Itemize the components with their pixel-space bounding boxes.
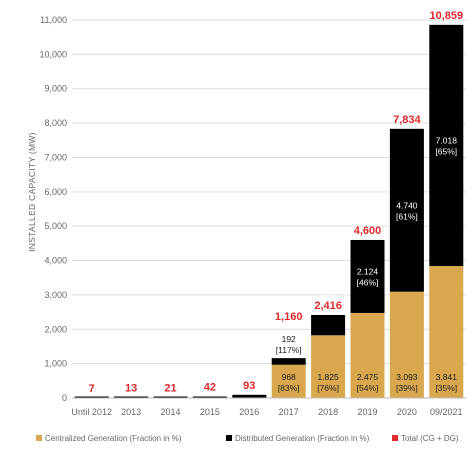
- y-axis-label: INSTALLED CAPACITY (MW): [27, 132, 37, 252]
- legend-swatch: [226, 435, 232, 441]
- total-label: 2,416: [314, 300, 342, 312]
- segment-value-label: 192: [282, 334, 296, 344]
- x-tick-label: 2013: [121, 407, 141, 417]
- x-tick-label: 2016: [239, 407, 259, 417]
- bars: [74, 24, 464, 398]
- centralized-bar: [271, 364, 306, 398]
- x-axis: Until 2012 2013 2014 2015 2016 2017 2018 2019 20…: [71, 397, 466, 417]
- distributed-bar: [350, 239, 385, 313]
- y-tick-label: 9,000: [44, 84, 67, 94]
- legend: Centralized Generation (Fraction in %) Di…: [36, 434, 459, 443]
- legend-label: Centralized Generation (Fraction in %): [45, 434, 182, 443]
- y-tick-label: 1,000: [44, 359, 67, 369]
- y-tick-label: 3,000: [44, 290, 67, 300]
- distributed-bar: [232, 394, 267, 398]
- distributed-bar: [311, 314, 346, 336]
- legend-label: Distributed Generation (Fraction in %): [235, 434, 370, 443]
- distributed-bar: [271, 358, 306, 365]
- total-label: 4,600: [354, 225, 382, 237]
- centralized-bar: [350, 312, 385, 398]
- x-tick-label: 2017: [279, 407, 299, 417]
- distributed-bar: [389, 128, 424, 292]
- x-tick-label: 2015: [200, 407, 220, 417]
- segment-value-label: 2.475: [357, 372, 379, 382]
- segment-percent-label: [46%]: [357, 277, 379, 287]
- x-tick-label: 09/2021: [430, 407, 463, 417]
- segment-value-label: 1.825: [317, 372, 339, 382]
- segment-value-label: 3.093: [396, 372, 418, 382]
- segment-percent-label: [83%]: [278, 383, 300, 393]
- y-tick-label: 2,000: [44, 324, 67, 334]
- distributed-bar: [74, 396, 109, 398]
- segment-percent-label: [117%]: [276, 345, 302, 355]
- distributed-bar: [114, 396, 149, 398]
- y-tick-label: 11,000: [40, 15, 67, 25]
- centralized-bar: [311, 335, 346, 398]
- segment-value-label: 2.124: [357, 266, 379, 276]
- distributed-bar: [192, 396, 227, 398]
- segment-percent-label: [54%]: [357, 383, 379, 393]
- segment-value-label: 591: [321, 291, 335, 301]
- total-label: 21: [164, 382, 176, 394]
- y-axis: 0 1,000 2,000 3,000 4,000 5,000 6,000 7,000 8,00…: [39, 15, 67, 403]
- y-tick-label: 7,000: [44, 152, 67, 162]
- segment-labels: 968[83%] 192[117%] 1.825[76%] 591[24%] 2.475…: [276, 135, 457, 393]
- segment-value-label: 4.740: [396, 200, 418, 210]
- segment-percent-label: [61%]: [396, 211, 418, 221]
- total-label: 93: [243, 380, 255, 392]
- y-tick-label: 10,000: [39, 49, 67, 59]
- y-tick-label: 6,000: [44, 187, 67, 197]
- y-tick-label: 8,000: [44, 118, 67, 128]
- segment-percent-label: [76%]: [317, 383, 339, 393]
- segment-percent-label: [65%]: [435, 146, 457, 156]
- x-tick-label: 2019: [357, 407, 377, 417]
- total-label: 1,160: [275, 311, 303, 323]
- y-tick-label: 5,000: [44, 221, 67, 231]
- distributed-bar: [429, 24, 464, 267]
- x-tick-label: Until 2012: [71, 407, 112, 417]
- segment-value-label: 968: [282, 372, 296, 382]
- total-label: 42: [204, 382, 216, 394]
- legend-swatch: [36, 435, 42, 441]
- legend-swatch: [392, 435, 398, 441]
- total-labels: 7 13 21 42 93 1,160 2,416 4,600 7,834 10,859: [89, 10, 463, 395]
- total-label: 7,834: [393, 114, 421, 126]
- segment-value-label: 7.018: [436, 135, 458, 145]
- x-tick-label: 2014: [160, 407, 180, 417]
- y-tick-label: 0: [62, 393, 67, 403]
- centralized-bar: [429, 266, 464, 398]
- legend-label: Total (CG + DG): [401, 434, 459, 443]
- gridlines: [72, 19, 466, 399]
- segment-percent-label: [39%]: [396, 383, 418, 393]
- x-tick-label: 2018: [318, 407, 338, 417]
- segment-percent-label: [24%]: [317, 302, 339, 312]
- total-label: 13: [125, 383, 137, 395]
- y-tick-label: 4,000: [44, 256, 67, 266]
- distributed-bar: [153, 396, 188, 398]
- x-tick-label: 2020: [397, 407, 417, 417]
- centralized-bar: [389, 291, 424, 398]
- segment-value-label: 3.841: [436, 372, 458, 382]
- segment-percent-label: [35%]: [435, 383, 457, 393]
- total-label: 10,859: [429, 10, 463, 22]
- total-label: 7: [89, 383, 95, 395]
